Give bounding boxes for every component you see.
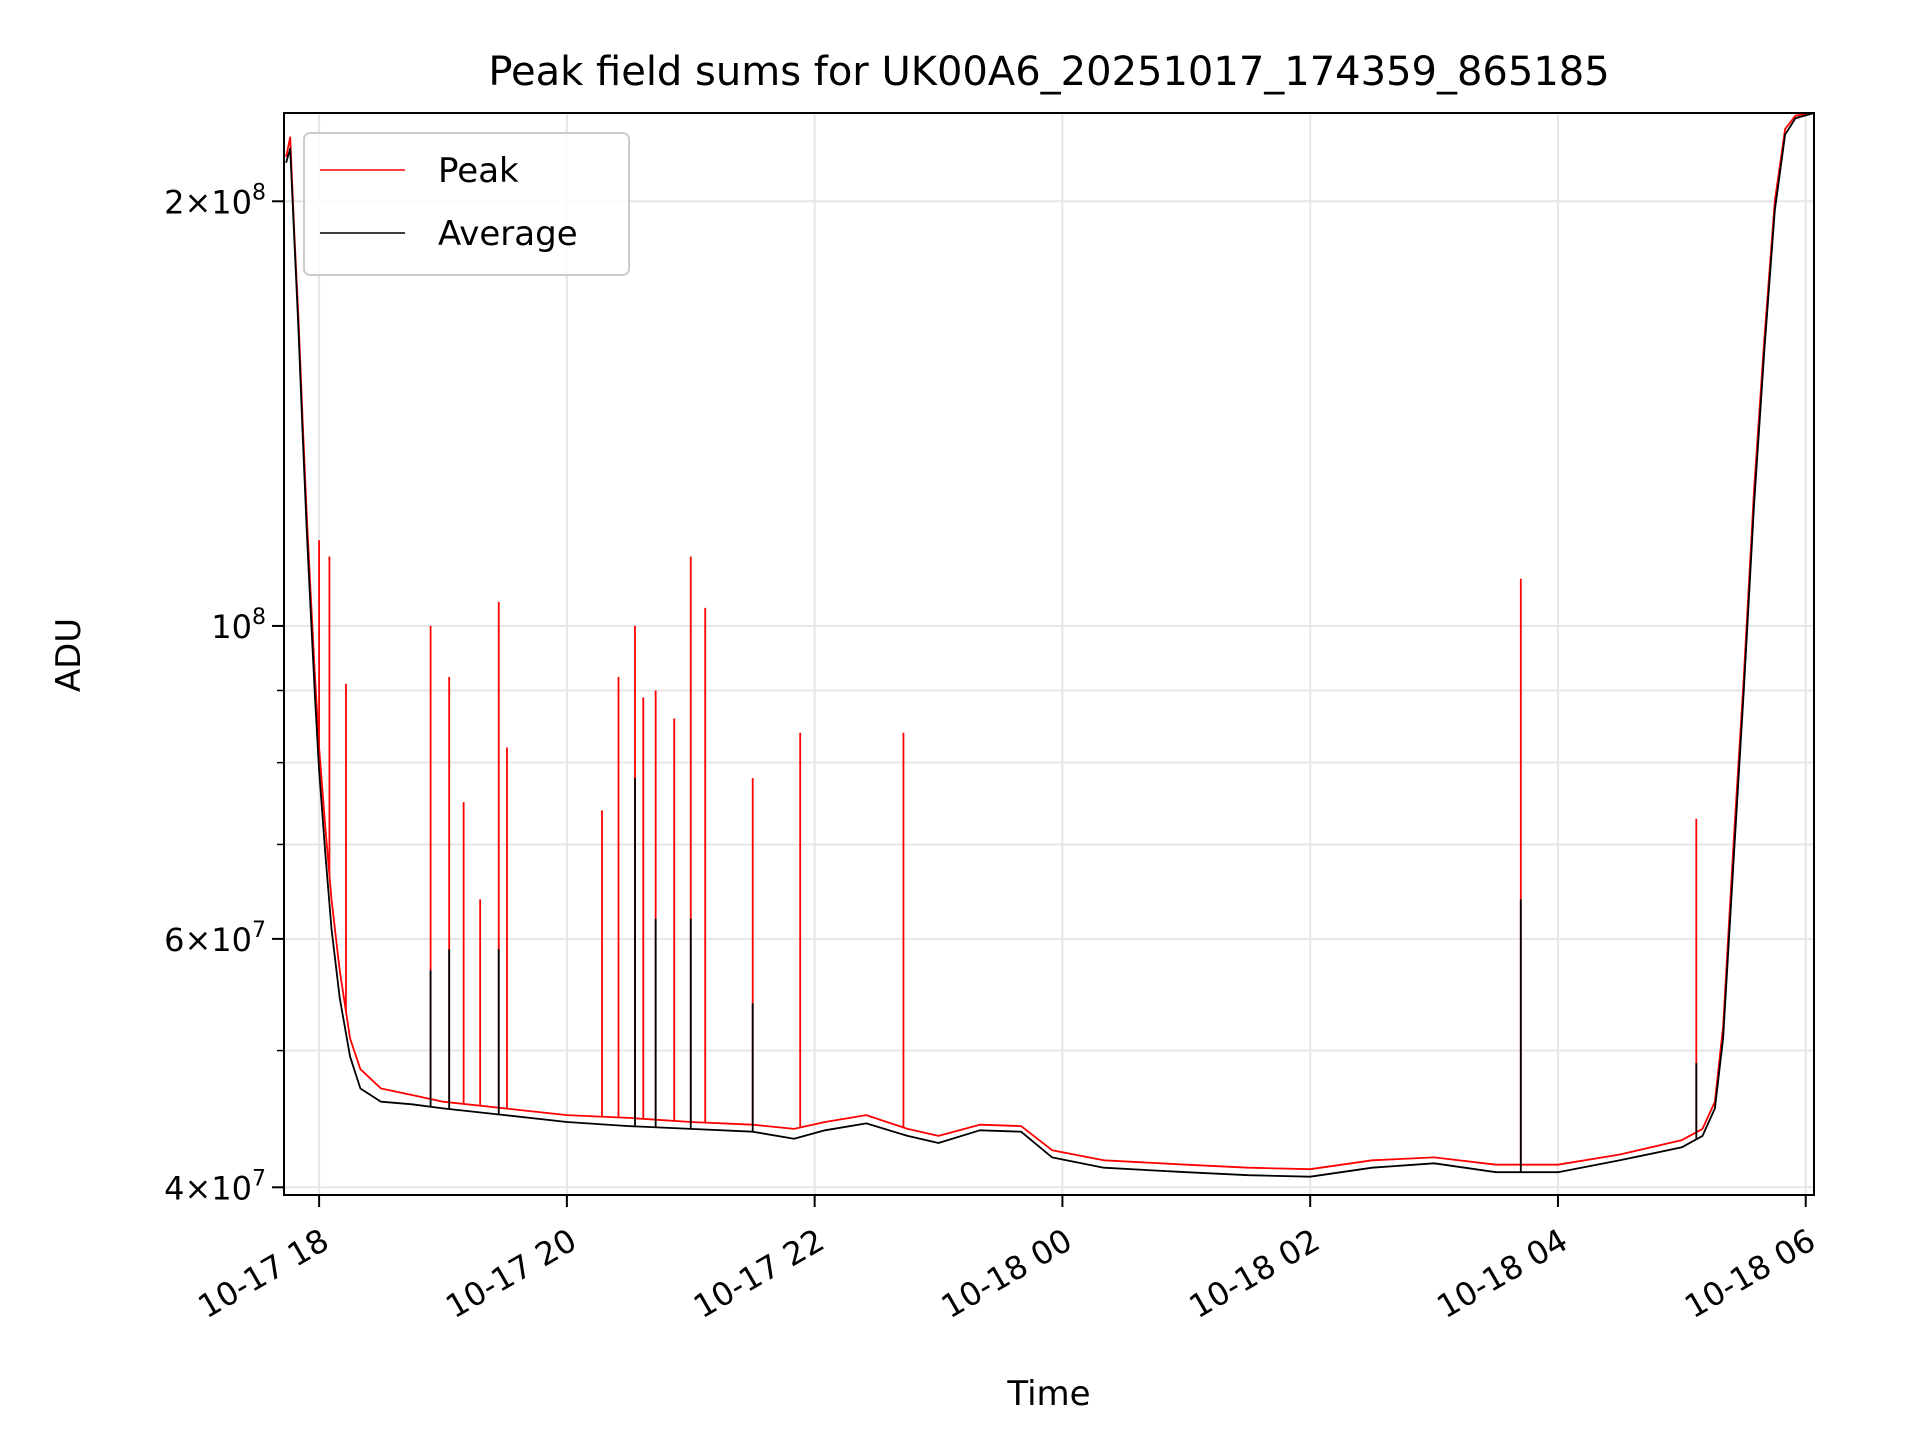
y-tick-label: 2×108 xyxy=(164,180,266,221)
plot-area xyxy=(285,112,1815,1178)
y-tick-label: 108 xyxy=(211,605,266,646)
series-line-average xyxy=(285,112,1815,1178)
y-tick-label: 6×107 xyxy=(164,918,266,959)
legend-label-peak: Peak xyxy=(438,151,519,191)
legend: Peak Average xyxy=(303,132,630,276)
axes-frame xyxy=(283,112,1815,1196)
legend-label-average: Average xyxy=(438,214,578,254)
x-axis-label: Time xyxy=(1006,1374,1090,1414)
chart-title: Peak field sums for UK00A6_20251017_1743… xyxy=(488,49,1609,95)
y-tick-label: 4×107 xyxy=(164,1166,266,1207)
y-axis-label: ADU xyxy=(49,618,89,692)
legend-box xyxy=(303,132,630,276)
series-line-peak xyxy=(285,112,1815,1171)
